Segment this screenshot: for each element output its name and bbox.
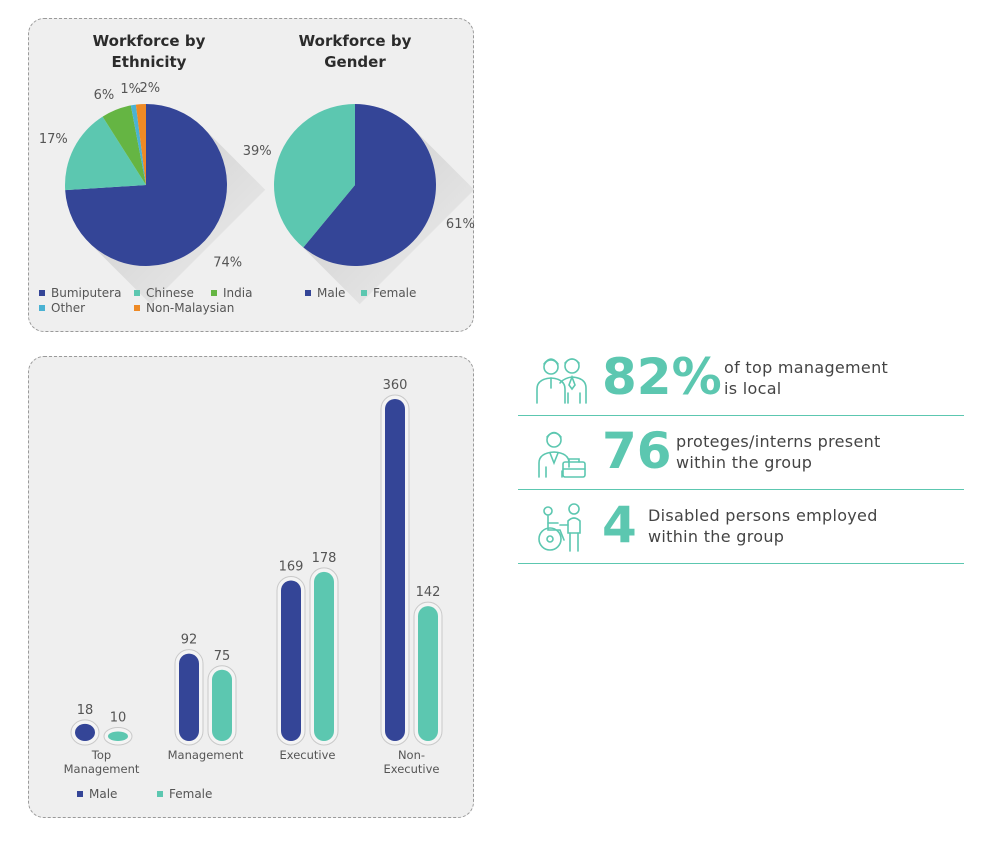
legend-label: Male (89, 787, 117, 801)
pie-slice (135, 104, 146, 185)
bar-value-label: 178 (312, 551, 337, 566)
bar (179, 653, 199, 741)
pie-value-label: 61% (446, 217, 475, 232)
bar-value-label: 169 (279, 559, 304, 574)
bar (314, 571, 334, 741)
bar-value-label: 360 (383, 378, 408, 393)
pie-slice (65, 116, 146, 191)
stat-row-interns: 76 proteges/interns present within the g… (518, 417, 964, 490)
bar (75, 723, 95, 741)
legend-label: Non-Malaysian (146, 301, 234, 315)
legend-swatch (134, 305, 140, 311)
legend-label: Bumiputera (51, 286, 121, 300)
stat-text-line: within the group (648, 527, 785, 546)
pie-charts: Workforce by Ethnicity 74% 17% 6% 1%2% Workfor… (39, 32, 475, 315)
pie-value-label: 6% (94, 88, 115, 103)
pie-value-label: 17% (39, 132, 68, 147)
bar-value-label: 18 (77, 703, 94, 718)
legend-swatch (211, 290, 217, 296)
stat-value: 4 (602, 496, 637, 554)
legend-swatch (157, 791, 163, 797)
stat-value: 82% (602, 348, 722, 406)
legend-swatch (305, 290, 311, 296)
bar (385, 399, 405, 741)
legend-label: Other (51, 301, 85, 315)
bar-value-label: 92 (181, 633, 198, 648)
stat-text-line: of top management (724, 358, 889, 377)
category-label: Executive (384, 762, 440, 776)
bar-chart: 1810TopManagement9275Management169178Exe… (64, 378, 443, 801)
legend-swatch (39, 305, 45, 311)
stat-description: of top management is local (724, 357, 888, 399)
legend-swatch (134, 290, 140, 296)
bar-value-label: 75 (214, 649, 231, 664)
pie-slice (303, 104, 436, 266)
bar-value-label: 10 (110, 711, 127, 726)
category-label: Management (64, 762, 140, 776)
category-label: Executive (280, 748, 336, 762)
pie-value-label: 74% (213, 256, 242, 271)
stat-row-disabled: 4 Disabled persons employed within the g… (518, 491, 964, 564)
stat-value: 76 (602, 422, 672, 480)
bar (212, 669, 232, 741)
legend-label: Male (317, 286, 345, 300)
category-label: Management (168, 748, 244, 762)
pie-slice (273, 104, 355, 248)
stat-row-top-management: 82% of top management is local (518, 343, 964, 416)
legend-label: Female (373, 286, 416, 300)
stat-text-line: Disabled persons employed (648, 506, 878, 525)
pie-charts-panel: Workforce by Ethnicity 74% 17% 6% 1% 2% Workfor… (28, 18, 475, 332)
pie-slice (130, 104, 146, 185)
legend-swatch (361, 290, 367, 296)
pie-slice (102, 105, 146, 185)
bar (418, 606, 438, 741)
pie-title: Ethnicity (112, 53, 187, 71)
pie-title: Workforce by (299, 32, 412, 50)
two-people-icon (536, 358, 587, 404)
bar (108, 731, 128, 741)
pie-value-label: 39% (243, 144, 272, 159)
stat-text-line: proteges/interns present (676, 432, 881, 451)
stat-description: proteges/interns present within the grou… (676, 431, 881, 473)
intern-briefcase-icon (538, 431, 586, 478)
bar-chart-panel: 18 10 Top Management 92 75 Management 169 178 Exe… (28, 356, 474, 818)
legend-label: Chinese (146, 286, 194, 300)
legend-label: India (223, 286, 252, 300)
wheelchair-assist-icon (538, 503, 581, 552)
pie-value-label: 2% (140, 81, 161, 96)
pie-slice (65, 104, 227, 266)
bar (281, 580, 301, 741)
stat-text-line: is local (724, 379, 782, 398)
legend-label: Female (169, 787, 212, 801)
bar-value-label: 142 (416, 585, 441, 600)
stat-description: Disabled persons employed within the gro… (648, 505, 878, 547)
category-label: Non- (398, 748, 425, 762)
pie-value-label: 1% (120, 82, 141, 97)
pie-title: Workforce by (93, 32, 206, 50)
legend-swatch (39, 290, 45, 296)
legend-swatch (77, 791, 83, 797)
category-label: Top (91, 748, 111, 762)
pie-title: Gender (324, 53, 386, 71)
stat-text-line: within the group (676, 453, 813, 472)
